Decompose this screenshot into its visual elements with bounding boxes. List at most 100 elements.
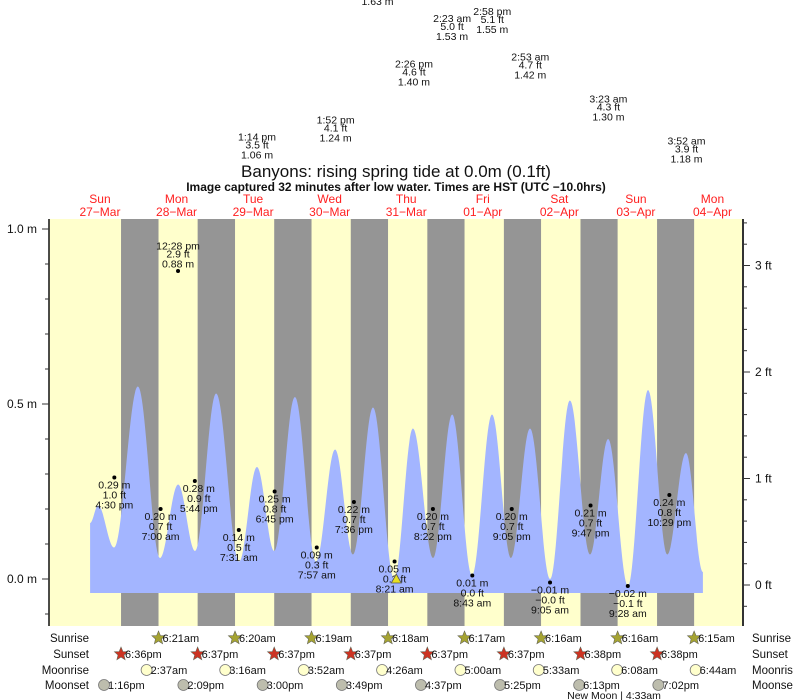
day-date-label: 02−Apr: [540, 205, 579, 219]
low-tide-height-ft: 0.7 ft: [421, 521, 444, 533]
low-tide-time: 8:22 pm: [414, 531, 452, 543]
low-tide-height-m: 0.20 m: [496, 511, 528, 523]
low-tide-point: [625, 584, 630, 588]
current-time-triangle-icon: [390, 573, 402, 584]
high-tide-height-m: 1.42 m: [514, 70, 546, 82]
high-tide-height-ft: 4.6 ft: [402, 67, 425, 79]
high-tide-label: 1:14 pm3.5 ft1.06 m: [238, 132, 276, 162]
high-tide-height-ft: 4.7 ft: [519, 60, 542, 72]
day-date-label: 27−Mar: [79, 205, 120, 219]
day-name-label: Mon: [701, 192, 724, 206]
moonset-time: 2:09pm: [187, 680, 224, 692]
sunrise-row-label-right: Sunrise: [752, 633, 791, 645]
sunrise-time: 6:15am: [698, 633, 735, 645]
sunset-star-icon: [190, 646, 206, 661]
low-tide-label: 0.20 m0.7 ft9:05 pm: [493, 511, 531, 543]
low-tide-height-ft: 0.7 ft: [579, 518, 602, 530]
moonset-time: 6:13pm: [583, 680, 620, 692]
moonset-row-label: Moonset: [45, 680, 90, 692]
low-tide-height-m: −0.01 m: [531, 585, 569, 597]
day-date-label: 29−Mar: [233, 205, 274, 219]
moonrise-circle-icon: [376, 664, 388, 676]
low-tide-point: [588, 503, 593, 508]
sunrise-star-icon: [533, 630, 549, 645]
high-tide-time: 2:26 pm: [395, 59, 433, 71]
low-tide-height-ft: 0.0 ft: [461, 588, 484, 600]
left-axis-tick-label: 0.0 m: [7, 572, 37, 586]
sunset-row-label-right: Sunset: [752, 649, 789, 661]
day-date-label: 30−Mar: [309, 205, 350, 219]
high-tide-label: 3:52 am3.9 ft1.18 m: [668, 136, 706, 166]
low-tide-time: 9:05 pm: [493, 531, 531, 543]
low-tide-time: 8:43 am: [453, 598, 491, 610]
sunset-time: 6:37pm: [202, 649, 239, 661]
day-labels: Sun27−MarMon28−MarTue29−MarWed30−MarThu3…: [79, 192, 732, 219]
low-tide-label: 0.01 m0.0 ft8:43 am: [453, 578, 491, 610]
low-tide-time: 6:45 pm: [256, 514, 294, 526]
sunrise-time: 6:19am: [316, 633, 353, 645]
high-tide-height-m: 1.30 m: [592, 112, 624, 124]
sunset-row-label: Sunset: [53, 649, 90, 661]
low-tide-point: [392, 559, 397, 564]
high-tide-time: 2:23 am: [433, 13, 471, 25]
low-tide-point: [236, 528, 241, 532]
day-name-label: Mon: [165, 192, 188, 206]
moonset-circle-icon: [256, 679, 269, 691]
high-tide-time: 2:53 am: [511, 52, 549, 64]
moonset-circle-icon: [335, 679, 348, 691]
moonrise-circle-icon: [219, 664, 232, 676]
high-tide-time: 1:14 pm: [238, 132, 276, 144]
low-tide-point: [351, 500, 356, 504]
low-tide-height-m: 0.09 m: [301, 550, 333, 562]
low-tide-height-m: 0.29 m: [98, 480, 130, 492]
high-tide-label: 12:28 pm2.9 ft0.88 m: [156, 241, 200, 271]
left-axis-tick-label: 1.0 m: [7, 222, 37, 236]
sunset-time: 6:37pm: [355, 649, 392, 661]
low-tide-point: [192, 479, 197, 483]
high-tide-time: 12:28 pm: [156, 241, 200, 253]
low-tide-time: 7:31 am: [220, 552, 258, 564]
low-tide-point: [509, 507, 514, 511]
moonset-circle-icon: [415, 679, 427, 691]
high-tide-time: 3:52 am: [668, 136, 706, 148]
sunset-star-icon: [343, 646, 359, 661]
high-tide-height-m: 1.40 m: [398, 77, 430, 89]
chart-subtitle: Image captured 32 minutes after low wate…: [186, 180, 606, 194]
high-tide-height-m: 1.06 m: [241, 150, 273, 162]
low-tide-time: 10:29 pm: [647, 517, 691, 529]
low-tide-time: 9:47 pm: [572, 528, 610, 540]
day-name-label: Wed: [317, 192, 341, 206]
moonrise-circle-icon: [140, 664, 153, 676]
right-axis-tick-label: 0 ft: [755, 578, 772, 592]
high-tide-height-ft: 2.9 ft: [166, 249, 189, 261]
moonrise-time: 6:08am: [621, 665, 658, 677]
low-tide-point: [470, 573, 475, 578]
low-tide-height-ft: 0.8 ft: [658, 507, 681, 519]
moonset-row-label-right: Moonset: [752, 680, 793, 692]
sunset-time: 6:37pm: [278, 649, 315, 661]
low-tide-label: 0.21 m0.7 ft9:47 pm: [572, 508, 610, 540]
low-tide-height-m: 0.01 m: [456, 578, 488, 590]
low-tide-time: 7:36 pm: [335, 524, 373, 536]
low-tide-height-m: 0.21 m: [574, 508, 606, 520]
high-tide-time: 1:52 pm: [317, 115, 355, 127]
sunrise-time: 6:17am: [469, 633, 506, 645]
day-date-label: 04−Apr: [693, 205, 732, 219]
moonrise-row-label-right: Moonrise: [752, 665, 793, 677]
high-tide-time: 3:23 am: [589, 94, 627, 106]
high-tide-label: 1.63 m: [361, 0, 393, 8]
moonset-time: 1:16pm: [108, 680, 145, 692]
high-tide-height-m: 1.55 m: [476, 24, 508, 36]
tide-extreme-labels: 0.29 m1.0 ft4:30 pm0.20 m0.7 ft7:00 am0.…: [95, 0, 705, 620]
moonrise-time: 3:16am: [229, 665, 266, 677]
moonrise-time: 5:33am: [543, 665, 580, 677]
sunrise-star-icon: [304, 630, 319, 645]
low-tide-label: 0.22 m0.7 ft7:36 pm: [335, 504, 373, 536]
moonset-circle-icon: [573, 679, 586, 691]
low-tide-time: 9:05 am: [531, 605, 569, 617]
sunset-time: 6:36pm: [125, 649, 162, 661]
low-tide-point: [112, 475, 117, 480]
high-tide-label: 3:23 am4.3 ft1.30 m: [589, 94, 627, 124]
low-tide-height-m: 0.24 m: [653, 497, 685, 509]
